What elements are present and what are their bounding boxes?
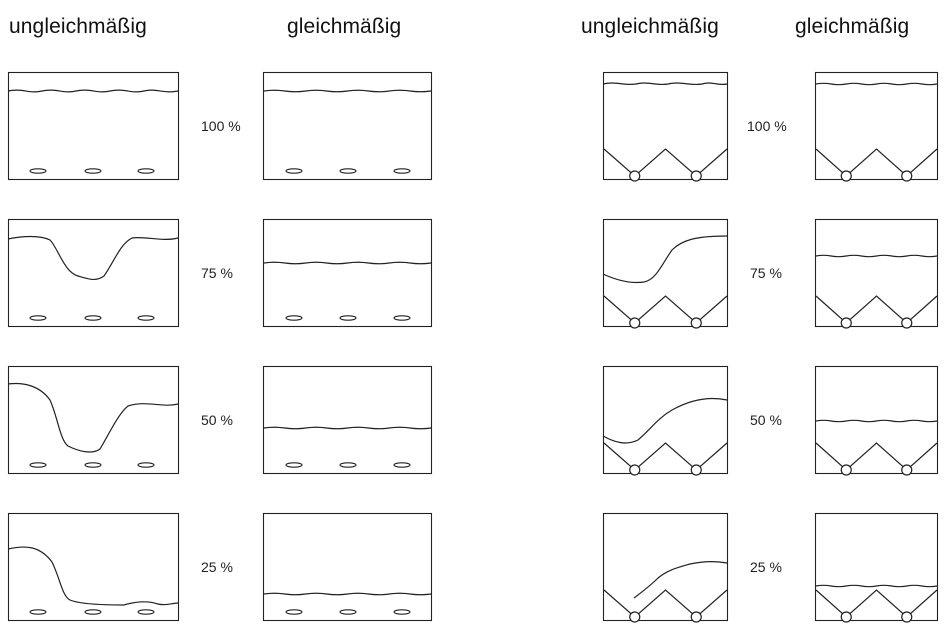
ellipse-nozzle-icon [84,609,102,615]
fill-surface-right-uneven-100 [602,82,728,86]
hopper-bottom-right-even-50 [815,442,938,471]
header-right-even: gleichmäßig [795,15,910,38]
fill-surface-left-even-50 [263,426,432,430]
fill-surface-right-uneven-75 [602,235,728,284]
fill-surface-right-even-75 [815,254,938,258]
silo-left-uneven-100 [7,71,180,181]
ellipse-nozzle-icon [393,315,411,321]
fill-label-right-100: 100 % [747,118,787,134]
header-left-even: gleichmäßig [287,15,402,38]
hopper-bottom-right-uneven-50 [603,442,728,471]
ellipse-nozzle-icon [393,168,411,174]
fill-surface-left-uneven-75 [7,235,179,281]
ellipse-nozzle-icon [285,609,303,615]
circle-outlet-icon [690,611,702,623]
ellipse-nozzle-icon [393,462,411,468]
silo-right-even-75 [814,218,939,328]
ellipse-nozzle-icon [29,609,47,615]
fill-surface-left-even-100 [263,89,432,93]
ellipse-nozzle-icon [393,609,411,615]
circle-outlet-icon [901,611,913,623]
circle-outlet-icon [901,317,913,329]
fill-label-right-25: 25 % [750,559,782,575]
silo-right-even-25 [814,512,939,622]
fill-surface-left-even-75 [263,261,432,265]
header-left-uneven: ungleichmäßig [9,15,147,38]
fill-label-left-75: 75 % [201,265,233,281]
hopper-bottom-right-even-25 [815,589,938,618]
ellipse-nozzle-icon [84,462,102,468]
silo-left-even-25 [262,512,433,622]
ellipse-nozzle-icon [339,315,357,321]
circle-outlet-icon [840,170,852,182]
silo-left-uneven-25 [7,512,180,622]
ellipse-nozzle-icon [285,168,303,174]
circle-outlet-icon [901,170,913,182]
silo-right-uneven-75 [602,218,729,328]
circle-outlet-icon [840,464,852,476]
silo-left-uneven-50 [7,365,180,475]
fill-surface-right-uneven-25 [633,561,728,599]
silo-left-even-100 [262,71,433,181]
ellipse-nozzle-icon [84,315,102,321]
silo-right-even-100 [814,71,939,181]
ellipse-nozzle-icon [137,609,155,615]
ellipse-nozzle-icon [29,315,47,321]
ellipse-nozzle-icon [339,609,357,615]
silo-right-uneven-100 [602,71,729,181]
fill-surface-right-uneven-50 [602,397,728,444]
hopper-bottom-right-even-75 [815,295,938,324]
circle-outlet-icon [690,170,702,182]
fill-surface-left-uneven-100 [7,89,179,93]
silo-left-even-50 [262,365,433,475]
ellipse-nozzle-icon [339,168,357,174]
fill-label-left-100: 100 % [201,118,241,134]
circle-outlet-icon [690,317,702,329]
circle-outlet-icon [901,464,913,476]
silo-right-uneven-25 [602,512,729,622]
circle-outlet-icon [629,464,641,476]
ellipse-nozzle-icon [137,168,155,174]
hopper-bottom-right-even-100 [815,148,938,177]
silo-right-even-50 [814,365,939,475]
ellipse-nozzle-icon [339,462,357,468]
silo-left-uneven-75 [7,218,180,328]
circle-outlet-icon [840,317,852,329]
header-right-uneven: ungleichmäßig [581,15,719,38]
circle-outlet-icon [629,611,641,623]
ellipse-nozzle-icon [84,168,102,174]
ellipse-nozzle-icon [29,168,47,174]
fill-surface-left-uneven-25 [7,546,179,606]
circle-outlet-icon [840,611,852,623]
circle-outlet-icon [690,464,702,476]
ellipse-nozzle-icon [137,462,155,468]
fill-surface-right-even-100 [815,82,938,86]
fill-label-left-25: 25 % [201,559,233,575]
fill-surface-left-uneven-50 [7,382,179,453]
hopper-bottom-right-uneven-25 [603,589,728,618]
fill-surface-right-even-50 [815,419,938,423]
fill-surface-right-even-25 [815,584,938,588]
fill-label-right-50: 50 % [750,412,782,428]
circle-outlet-icon [629,170,641,182]
silo-left-even-75 [262,218,433,328]
ellipse-nozzle-icon [137,315,155,321]
ellipse-nozzle-icon [285,462,303,468]
silo-right-uneven-50 [602,365,729,475]
ellipse-nozzle-icon [29,462,47,468]
hopper-bottom-right-uneven-75 [603,295,728,324]
ellipse-nozzle-icon [285,315,303,321]
fill-label-right-75: 75 % [750,265,782,281]
hopper-bottom-right-uneven-100 [603,148,728,177]
fill-surface-left-even-25 [263,592,432,596]
fill-label-left-50: 50 % [201,412,233,428]
circle-outlet-icon [629,317,641,329]
